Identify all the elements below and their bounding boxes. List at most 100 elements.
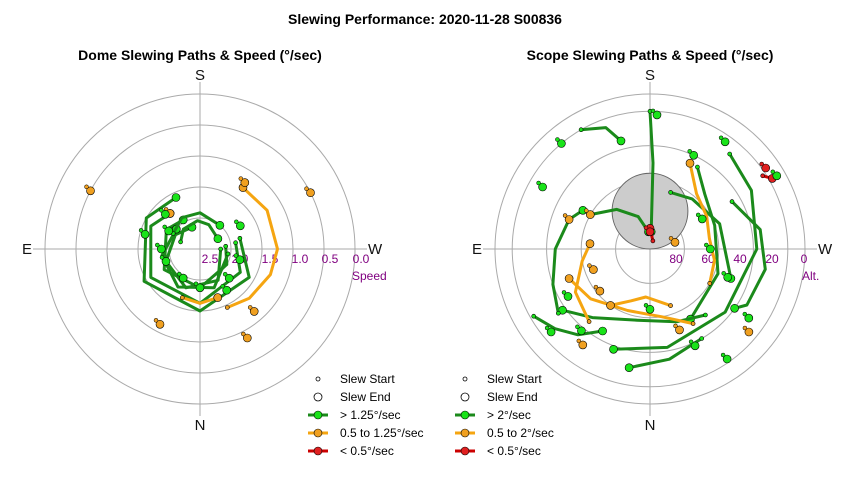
scope-cardinal-north: N: [645, 417, 656, 434]
scope-slew-marker-green: [538, 182, 547, 192]
scope-slew-path-orange: [567, 277, 695, 326]
dome-slew-marker-orange: [155, 319, 165, 329]
scope-slew-marker-start: [584, 208, 589, 213]
dome-legend: Slew Start Slew End > 1.25°/sec 0.5 to 1.25…: [308, 372, 424, 458]
scope-cardinal-east: E: [472, 241, 482, 258]
scope-slew-marker-green: [689, 151, 699, 160]
dome-slew-marker-green: [236, 221, 245, 231]
scope-radial-tick-label: 40: [733, 252, 747, 266]
scope-slew-path-green: [551, 208, 585, 315]
scope-slew-path-green: [730, 200, 767, 310]
dome-slew-path-orange: [180, 296, 220, 305]
dome-legend-label: 0.5 to 1.25°/sec: [340, 426, 424, 440]
scope-slew-path-green: [612, 152, 759, 351]
dome-radial-tick-label: 2.5: [202, 252, 219, 266]
scope-slew-start-point: [727, 151, 733, 157]
scope-slew-end-point: [624, 363, 634, 373]
scope-slew-start-point: [586, 319, 592, 324]
scope-legend-label: Slew Start: [487, 372, 542, 386]
dome-plot-title: Dome Slewing Paths & Speed (°/sec): [78, 47, 322, 63]
dome-slew-end-point: [213, 234, 223, 243]
dome-legend-marker-orange: [313, 428, 323, 438]
scope-slew-marker-start: [721, 271, 726, 276]
scope-radial-tick-label: 0: [801, 252, 808, 266]
dome-polar-plot: Dome Slewing Paths & Speed (°/sec) S N E…: [22, 47, 424, 458]
scope-radial-axis-label: Alt.: [802, 269, 819, 283]
dome-slew-start-point: [178, 239, 183, 245]
scope-slew-end-point: [598, 326, 607, 336]
scope-slew-path-green: [648, 109, 655, 234]
dome-slew-start-point: [223, 244, 228, 249]
scope-slew-marker-green: [563, 292, 573, 301]
dome-slew-start-point: [233, 240, 238, 245]
dome-slew-end-point: [213, 293, 222, 302]
dome-slew-marker-start: [220, 283, 225, 289]
scope-slew-start-point: [690, 321, 696, 326]
scope-slew-marker-start: [643, 225, 649, 231]
dome-slew-marker-orange: [249, 307, 259, 316]
scope-slew-marker-start: [643, 303, 649, 308]
dome-slew-path-green: [179, 219, 220, 244]
scope-slew-end-point: [730, 303, 739, 313]
dome-slew-marker-start: [138, 228, 144, 233]
scope-slew-path-green: [588, 207, 650, 234]
scope-slew-marker-start: [718, 135, 724, 141]
dome-slew-marker-orange: [240, 178, 250, 187]
dome-legend-end-symbol: [313, 392, 323, 402]
scope-slew-marker-orange: [589, 265, 598, 274]
dome-slew-path-orange: [225, 186, 279, 309]
scope-slew-start-point: [668, 303, 673, 308]
dome-slew-marker-start: [153, 318, 159, 323]
scope-slew-markers: [536, 108, 782, 364]
scope-slew-marker-orange: [585, 210, 595, 219]
scope-cardinal-south: S: [645, 67, 655, 84]
scope-slew-end-point: [616, 136, 626, 146]
scope-legend-label: Slew End: [487, 390, 538, 404]
scope-radial-tick-label: 60: [701, 252, 715, 266]
scope-slew-path-green: [689, 165, 720, 321]
scope-slew-start-point: [650, 238, 656, 244]
scope-slew-marker-start: [688, 339, 694, 345]
dome-slew-marker-start: [233, 253, 239, 258]
scope-slew-start-point: [531, 313, 537, 319]
scope-slew-paths: [531, 108, 777, 373]
scope-slew-marker-start: [720, 352, 726, 358]
dome-slew-marker-start: [304, 186, 309, 191]
scope-slew-start-point: [578, 127, 584, 132]
dome-slew-start-point: [218, 246, 223, 252]
scope-legend-label: < 0.5°/sec: [487, 444, 541, 458]
scope-slew-start-point: [703, 312, 708, 318]
dome-slew-marker-start: [241, 331, 246, 337]
scope-slew-marker-start: [742, 311, 748, 317]
scope-slew-marker-green: [744, 313, 754, 323]
scope-slew-marker-start: [650, 108, 656, 114]
scope-radial-tick-label: 20: [765, 252, 779, 266]
scope-legend-end-symbol: [460, 392, 470, 402]
dome-slew-marker-start: [238, 176, 244, 181]
dome-legend-label: Slew End: [340, 390, 391, 404]
scope-slew-marker-red: [645, 227, 655, 237]
scope-slew-marker-start: [587, 263, 592, 268]
scope-legend-label: > 2°/sec: [487, 408, 531, 422]
scope-slew-start-point: [707, 281, 713, 286]
scope-slew-marker-start: [704, 242, 709, 248]
dome-slew-marker-start: [155, 242, 160, 248]
scope-slew-marker-start: [576, 338, 582, 344]
scope-slew-marker-green: [720, 137, 730, 147]
scope-slew-marker-green: [723, 272, 733, 282]
dome-slew-path-green: [149, 211, 242, 305]
scope-legend-marker-red: [460, 446, 470, 456]
scope-slew-marker-green: [577, 326, 586, 336]
scope-slew-start-point: [760, 173, 766, 179]
dome-slew-marker-green: [140, 230, 150, 239]
dome-slew-marker-orange: [306, 188, 315, 197]
dome-legend-label: Slew Start: [340, 372, 395, 386]
dome-legend-start-symbol: [315, 376, 321, 382]
dome-slew-start-point: [237, 236, 243, 241]
dome-legend-marker-green: [313, 410, 323, 420]
dome-legend-label: > 1.25°/sec: [340, 408, 401, 422]
scope-slew-path-green: [579, 126, 623, 143]
scope-slew-marker-start: [770, 169, 776, 175]
scope-slew-marker-start: [759, 161, 764, 167]
